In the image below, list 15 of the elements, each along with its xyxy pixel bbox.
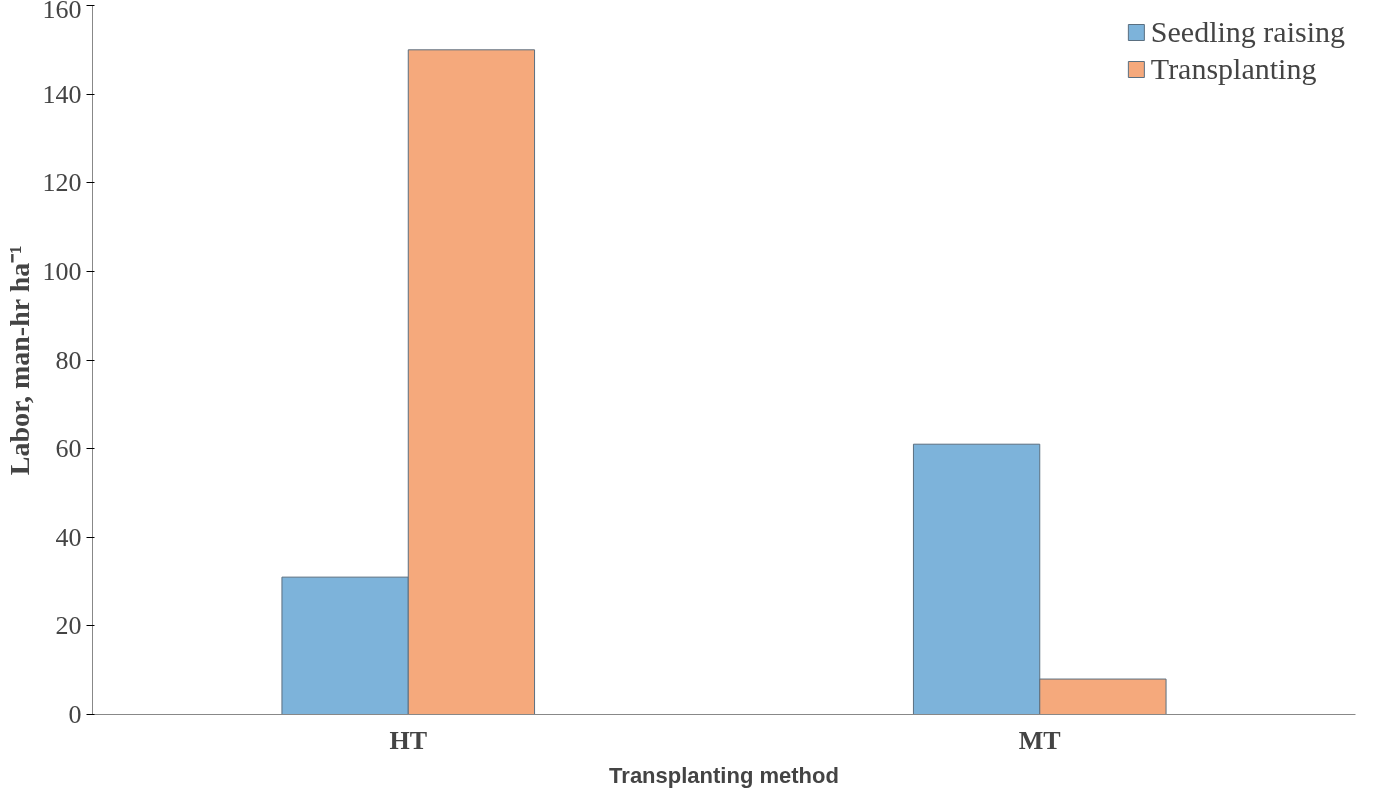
y-tick-label: 120: [42, 168, 82, 198]
y-tick-label: 40: [55, 522, 82, 552]
y-axis-title: Labor, man-hr ha⁻¹: [3, 245, 35, 476]
y-tick-label: 0: [68, 700, 82, 729]
y-tick-label: 80: [55, 345, 82, 375]
x-tick-label: MT: [1018, 725, 1061, 755]
legend-label: Transplanting: [1150, 52, 1317, 86]
y-tick-label: 160: [42, 0, 82, 24]
x-tick-label: HT: [389, 725, 428, 755]
y-tick-label: 20: [55, 611, 82, 641]
y-tick-label: 60: [55, 434, 82, 464]
x-axis-title: Transplanting method: [609, 762, 839, 788]
legend-label: Seedling raising: [1150, 15, 1345, 49]
y-tick-label: 100: [42, 256, 82, 286]
y-tick-label: 140: [42, 79, 82, 109]
